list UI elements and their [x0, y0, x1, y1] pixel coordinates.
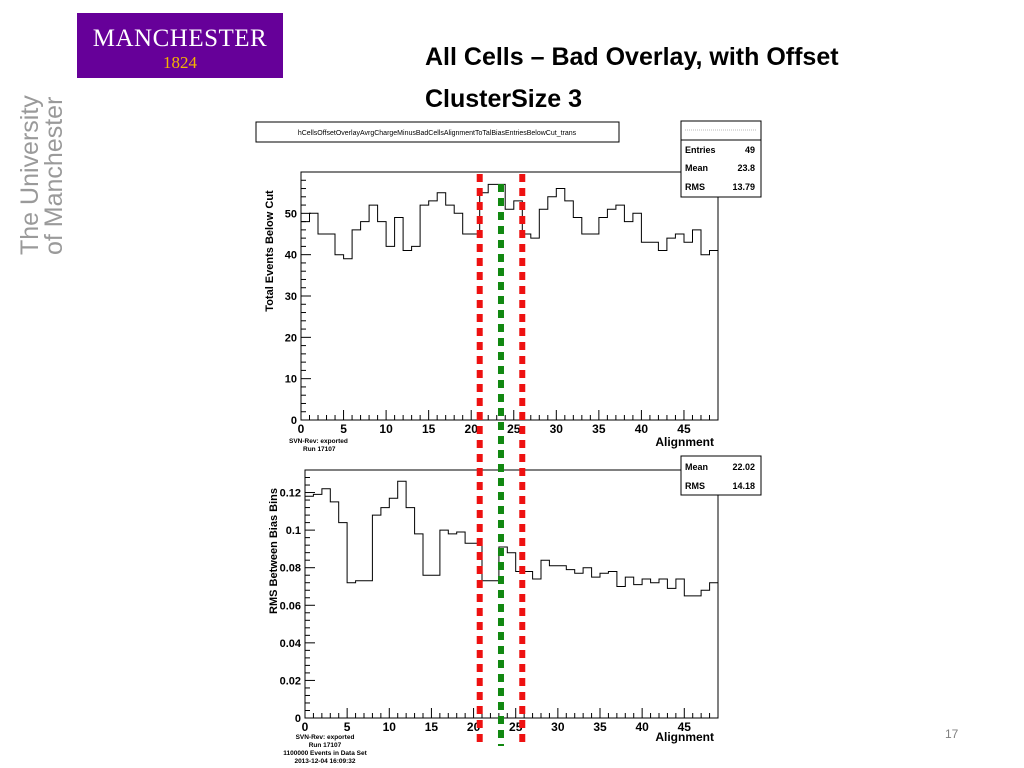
chart-top-y-tick-label: 20	[285, 332, 297, 344]
chart-bottom-x-tick-label: 45	[678, 720, 692, 734]
chart-top-footer-line2: Run 17107	[303, 446, 336, 453]
page-number: 17	[945, 727, 959, 741]
chart-top-y-tick-label: 10	[285, 374, 297, 386]
chart-top-stats-box: Entries 49 Mean 23.8 RMS 13.79	[680, 120, 762, 198]
stats-top-rms-value: 13.79	[732, 182, 755, 192]
chart-bottom-footer-line3: 1100000 Events in Data Set	[283, 750, 367, 757]
marker-lines	[476, 174, 526, 746]
chart-top-axes: 0 5 10 15 20 25 30 35 40 45 0 10 20 30 40 50	[285, 171, 719, 436]
chart-bottom-axes: 0 5 10 15 20 25 30 35 40 4500.020.040.060.080.10.…	[280, 469, 719, 734]
chart-bottom-x-tick-label: 0	[302, 720, 309, 734]
chart-top-series-line	[301, 183, 718, 260]
chart-bottom-y-tick-label: 0.02	[280, 675, 301, 687]
chart-bottom-ylabel: RMS Between Bias Bins	[268, 488, 280, 614]
chart-bottom-x-tick-label: 10	[383, 720, 397, 734]
chart-top-xlabel: Alignment	[655, 435, 714, 449]
chart-top-x-tick-label: 35	[592, 422, 606, 436]
chart-top-x-tick-label: 30	[550, 422, 564, 436]
chart-top-ylabel: Total Events Below Cut	[264, 190, 276, 312]
chart-top-y-tick-label: 30	[285, 291, 297, 303]
stats-top-mean-value: 23.8	[737, 163, 755, 173]
chart-bottom-footer-line1: SVN-Rev: exported	[296, 734, 355, 741]
chart-bottom-x-tick-label: 40	[635, 720, 649, 734]
chart-top-y-tick-label: 40	[285, 250, 297, 262]
chart-bottom-stats-box: Mean 22.02 RMS 14.18	[680, 455, 762, 496]
chart-top-x-tick-label: 25	[507, 422, 521, 436]
chart-top-y-tick-label: 50	[285, 208, 297, 220]
chart-top-x-tick-label: 0	[298, 422, 305, 436]
stats-top-entries-label: Entries	[685, 145, 716, 155]
stats-bottom-mean-value: 22.02	[732, 462, 755, 472]
stats-top-rms-label: RMS	[685, 182, 705, 192]
chart-bottom-series-line	[305, 480, 718, 597]
chart-bottom-footer-line2: Run 17107	[309, 742, 342, 749]
stats-top-mean-label: Mean	[685, 163, 708, 173]
stats-bottom-rms-value: 14.18	[732, 481, 755, 491]
chart-bottom-y-tick-label: 0	[295, 713, 301, 725]
chart-bottom-y-tick-label: 0.1	[286, 525, 301, 537]
chart-bottom-y-tick-label: 0.08	[280, 563, 301, 575]
chart-bottom-y-tick-label: 0.06	[280, 600, 301, 612]
chart-bottom-footer-line4: 2013-12-04 16:09:32	[294, 758, 355, 765]
slide-title-line2: ClusterSize 3	[425, 85, 583, 113]
chart-top-x-tick-label: 15	[422, 422, 436, 436]
chart-top-x-tick-label: 10	[379, 422, 393, 436]
slide-title-line1: All Cells – Bad Overlay, with Offset	[425, 43, 839, 71]
slide-title: All Cells – Bad Overlay, with Offset Clu…	[425, 36, 839, 120]
chart-bottom-x-tick-label: 35	[593, 720, 607, 734]
chart-bottom-y-tick-label: 0.12	[280, 488, 301, 500]
logo-year: 1824	[163, 53, 197, 72]
stats-bottom-rms-label: RMS	[685, 481, 705, 491]
chart-top-x-tick-label: 20	[465, 422, 479, 436]
chart-bottom-x-tick-label: 30	[551, 720, 565, 734]
chart-top-title-box: hCellsOffsetOverlayAvrgChargeMinusBadCel…	[255, 121, 620, 143]
chart-bottom-x-tick-label: 15	[425, 720, 439, 734]
chart-top-title: hCellsOffsetOverlayAvrgChargeMinusBadCel…	[298, 130, 577, 137]
chart-bottom-x-tick-label: 5	[344, 720, 351, 734]
chart-bottom-y-tick-label: 0.04	[280, 638, 302, 650]
university-logo: MANCHESTER 1824	[77, 13, 283, 78]
chart-bottom-frame	[304, 469, 719, 719]
logo-wordmark: MANCHESTER	[92, 25, 268, 52]
chart-top-footer-line1: SVN-Rev: exported	[289, 438, 348, 445]
chart-top-x-tick-label: 45	[677, 422, 691, 436]
chart-top-y-tick-label: 0	[291, 415, 297, 427]
stats-top-entries-value: 49	[745, 145, 755, 155]
chart-top-x-tick-label: 5	[340, 422, 347, 436]
chart-top-x-tick-label: 40	[635, 422, 649, 436]
stats-bottom-mean-label: Mean	[685, 462, 708, 472]
chart-bottom-xlabel: Alignment	[655, 730, 714, 744]
